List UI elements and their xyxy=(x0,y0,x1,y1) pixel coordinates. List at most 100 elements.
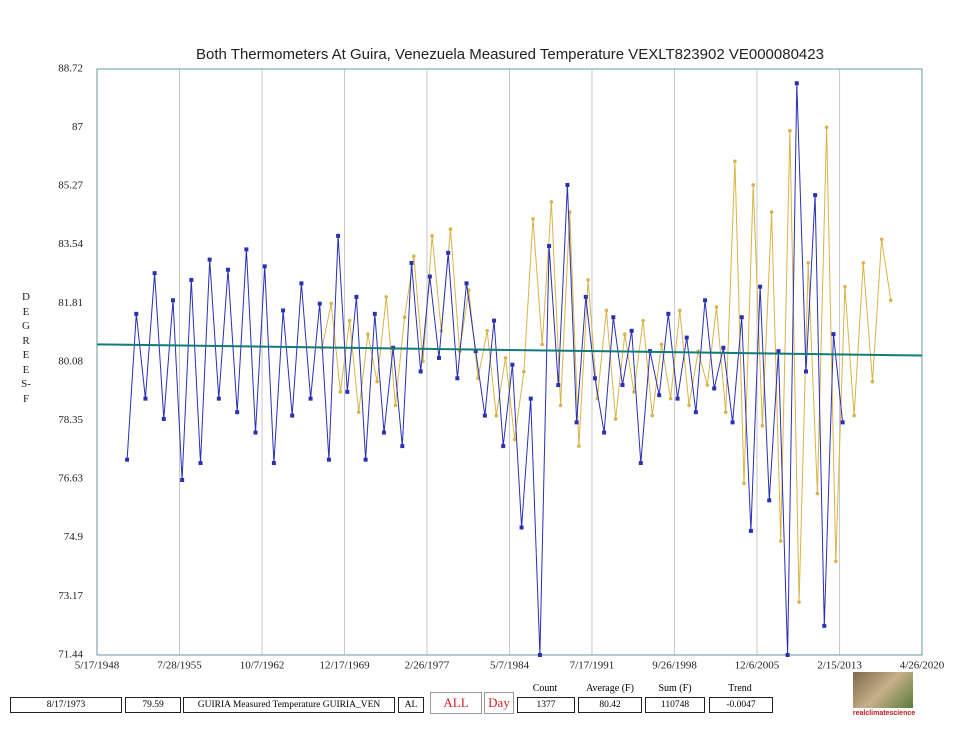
data-point xyxy=(813,193,818,198)
trend-field: -0.0047 xyxy=(709,697,773,713)
data-point xyxy=(326,457,331,462)
data-point xyxy=(308,396,313,401)
data-point xyxy=(638,461,643,466)
data-point xyxy=(336,233,341,238)
data-point xyxy=(748,528,753,533)
data-point xyxy=(226,267,231,272)
data-point xyxy=(381,430,386,435)
data-point xyxy=(758,284,763,289)
data-point xyxy=(281,308,286,313)
data-point xyxy=(299,281,304,286)
x-tick-label: 5/17/1948 xyxy=(75,660,120,672)
data-point xyxy=(831,332,836,337)
data-point xyxy=(592,376,597,381)
data-point xyxy=(170,298,175,303)
data-point xyxy=(657,393,662,398)
data-point xyxy=(411,254,416,258)
data-point xyxy=(393,403,398,408)
data-point xyxy=(788,128,792,133)
y-tick-label: 71.44 xyxy=(58,649,83,661)
data-point xyxy=(879,237,884,242)
x-tick-label: 2/26/1977 xyxy=(405,660,450,672)
data-point xyxy=(492,318,497,323)
chart-title: Both Thermometers At Guira, Venezuela Me… xyxy=(196,46,824,63)
data-point xyxy=(338,390,343,394)
x-tick-label: 7/28/1955 xyxy=(157,660,202,672)
data-point xyxy=(537,653,542,657)
y-tick-label: 80.08 xyxy=(58,356,83,368)
data-point xyxy=(806,261,811,265)
x-tick-label: 5/7/1984 xyxy=(490,660,530,672)
data-point xyxy=(540,342,545,347)
data-point xyxy=(602,430,607,435)
data-point xyxy=(730,420,735,425)
sum-field: 110748 xyxy=(645,697,705,713)
data-point xyxy=(180,478,185,483)
data-point xyxy=(189,277,194,282)
data-point xyxy=(611,315,616,320)
data-point xyxy=(574,420,579,425)
data-point xyxy=(372,311,377,316)
data-point xyxy=(216,396,221,401)
data-point xyxy=(271,461,276,466)
data-point xyxy=(448,227,453,231)
average-label: Average (F) xyxy=(586,683,634,694)
data-point xyxy=(824,125,829,130)
data-point xyxy=(767,498,772,503)
data-point xyxy=(522,369,526,374)
data-point xyxy=(152,271,157,276)
data-point xyxy=(198,461,203,466)
y-tick-label: 76.63 xyxy=(58,473,83,485)
station-field: GUIRIA Measured Temperature GUIRIA_VEN xyxy=(183,697,395,713)
trend-line xyxy=(96,343,923,357)
count-field: 1377 xyxy=(517,697,575,713)
data-point xyxy=(622,332,627,336)
data-point xyxy=(363,457,368,462)
data-point xyxy=(161,416,166,421)
data-point xyxy=(354,294,359,299)
y-tick-label: 87 xyxy=(72,121,84,133)
logo-image xyxy=(853,672,913,708)
data-point xyxy=(803,369,808,374)
data-point xyxy=(262,264,267,269)
data-point xyxy=(565,182,570,187)
data-point xyxy=(549,200,554,204)
y-tick-label: 88.72 xyxy=(58,63,83,75)
data-point xyxy=(742,481,746,486)
x-tick-label: 10/7/1962 xyxy=(240,660,285,672)
data-point xyxy=(464,281,469,286)
data-point xyxy=(840,420,845,425)
x-tick-label: 12/17/1969 xyxy=(319,660,370,672)
data-point xyxy=(659,342,664,347)
data-point xyxy=(547,244,552,249)
data-point xyxy=(632,390,636,394)
data-point xyxy=(760,423,765,428)
data-point xyxy=(528,396,533,401)
day-button[interactable]: Day xyxy=(484,692,514,714)
data-point xyxy=(143,396,148,401)
data-point xyxy=(843,284,847,289)
data-point xyxy=(769,210,774,214)
data-point xyxy=(356,410,361,414)
data-point xyxy=(366,332,370,336)
data-point xyxy=(345,389,350,394)
date-field: 8/17/1973 xyxy=(10,697,122,713)
data-point xyxy=(861,261,866,265)
data-point xyxy=(650,413,655,418)
data-point xyxy=(870,379,875,384)
data-point xyxy=(705,383,710,387)
y-tick-label: 81.81 xyxy=(58,297,83,309)
code-field[interactable]: AL xyxy=(398,697,424,713)
x-tick-label: 4/26/2020 xyxy=(900,660,945,672)
data-point xyxy=(235,410,240,415)
data-point xyxy=(531,217,535,221)
data-point xyxy=(418,369,423,374)
data-point xyxy=(620,383,625,388)
data-point xyxy=(822,623,827,628)
data-point xyxy=(733,159,737,164)
data-point xyxy=(815,491,820,496)
all-button[interactable]: ALL xyxy=(430,692,482,714)
data-point xyxy=(693,410,698,415)
data-point xyxy=(794,81,799,86)
